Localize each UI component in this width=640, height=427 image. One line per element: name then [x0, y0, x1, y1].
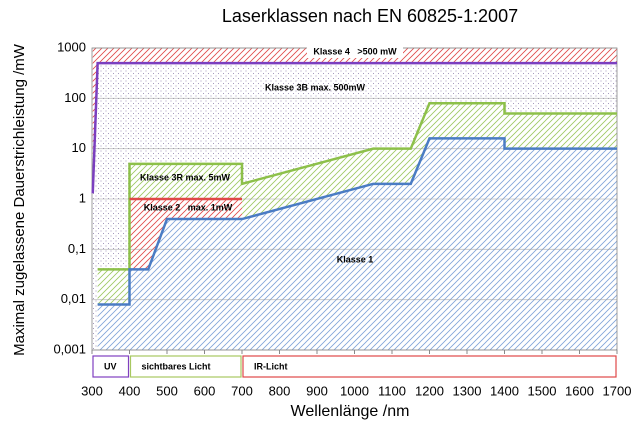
x-tick-label: 700	[231, 383, 253, 398]
y-tick-label: 0,001	[53, 341, 86, 356]
label-box	[307, 46, 403, 58]
x-tick-label: 300	[81, 383, 103, 398]
class-area	[97, 138, 617, 350]
x-tick-label: 1100	[378, 383, 406, 398]
region-label: Klasse 4 >500 mW	[313, 46, 397, 56]
chart-title: Laserklassen nach EN 60825-1:2007	[222, 6, 518, 26]
x-tick-label: 1700	[603, 383, 632, 398]
y-tick-label: 0,01	[61, 291, 86, 306]
x-axis-label: Wellenlänge /nm	[291, 403, 410, 420]
spectral-band	[242, 355, 617, 378]
spectral-band	[129, 355, 242, 378]
x-tick-label: 1000	[340, 383, 369, 398]
y-tick-label: 100	[64, 90, 86, 105]
x-tick-label: 1200	[415, 383, 444, 398]
x-tick-label: 600	[194, 383, 216, 398]
x-tick-label: 800	[269, 383, 291, 398]
y-axis-label: Maximal zugelassene Dauerstrichleistung …	[11, 43, 28, 356]
y-tick-label: 1000	[57, 39, 86, 54]
y-tick-label: 0,1	[68, 241, 86, 256]
region-label: Klasse 3B max. 500mW	[265, 82, 366, 92]
x-tick-label: 1400	[490, 383, 519, 398]
x-tick-label: 500	[156, 383, 178, 398]
x-tick-label: 1300	[453, 383, 482, 398]
x-tick-label: 1600	[565, 383, 594, 398]
region-label: Klasse 1	[337, 254, 374, 264]
band-label: UV	[104, 361, 117, 371]
band-label: IR-Licht	[254, 361, 288, 371]
region-label: Klasse 3R max. 5mW	[140, 172, 231, 182]
y-tick-label: 1	[79, 190, 86, 205]
series-line	[91, 61, 617, 194]
band-label: sichtbares Licht	[142, 361, 211, 371]
x-tick-label: 1500	[528, 383, 557, 398]
x-tick-label: 400	[119, 383, 141, 398]
series-line	[97, 137, 617, 306]
y-tick-label: 10	[72, 140, 86, 155]
region-label: Klasse 2 max. 1mW	[144, 202, 233, 212]
x-tick-label: 900	[306, 383, 328, 398]
spectral-band	[92, 355, 130, 378]
